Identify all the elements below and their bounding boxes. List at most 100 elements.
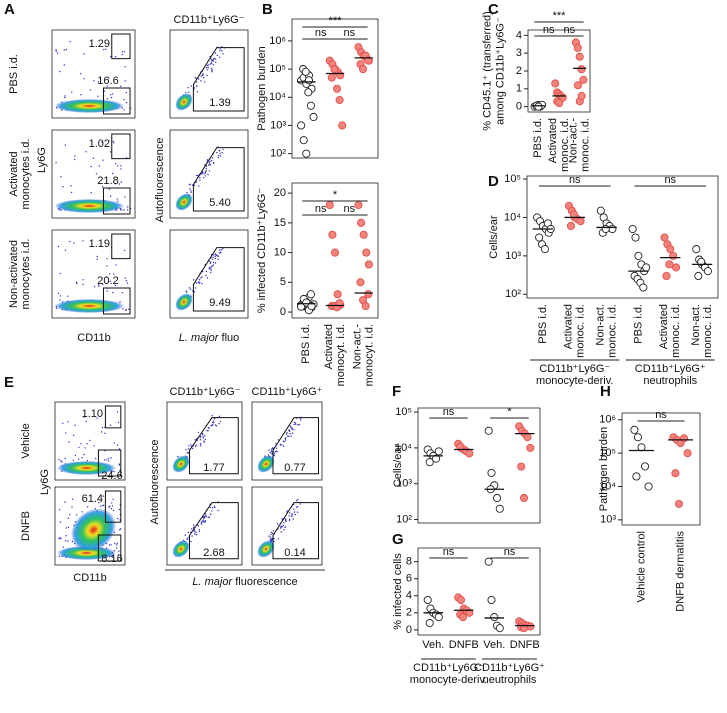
flow-event bbox=[123, 209, 125, 211]
flow-event bbox=[112, 140, 114, 143]
flow-event bbox=[214, 58, 217, 60]
flow-event bbox=[273, 537, 275, 540]
flow-event bbox=[187, 87, 189, 89]
data-point bbox=[304, 88, 313, 97]
flow-event bbox=[109, 280, 112, 283]
row-label: Non-activated bbox=[8, 240, 20, 308]
gate bbox=[192, 147, 245, 212]
flow-event bbox=[201, 282, 203, 285]
flow-event bbox=[202, 437, 204, 439]
flow-event bbox=[198, 185, 200, 187]
flow-event bbox=[285, 433, 288, 435]
flow-event bbox=[280, 525, 282, 528]
flow-event bbox=[204, 435, 206, 437]
flow-event bbox=[90, 192, 92, 194]
plot-frame bbox=[291, 18, 379, 159]
density bbox=[257, 540, 275, 558]
flow-event bbox=[218, 150, 221, 152]
flow-event bbox=[193, 87, 196, 89]
flow-event bbox=[69, 514, 71, 516]
flow-event bbox=[121, 51, 124, 53]
flow-plot bbox=[51, 129, 136, 219]
flow-event bbox=[118, 508, 121, 511]
y-tick-label: 10 bbox=[274, 246, 286, 258]
y-tick-label: 10⁴ bbox=[395, 442, 412, 454]
flow-event bbox=[59, 299, 61, 301]
flow-event bbox=[112, 291, 114, 294]
flow-event bbox=[200, 80, 202, 82]
flow-event bbox=[113, 142, 115, 144]
flow-event bbox=[197, 525, 200, 527]
data-point bbox=[644, 482, 653, 491]
flow-event bbox=[207, 173, 209, 176]
flow-event bbox=[186, 537, 189, 539]
flow-event bbox=[200, 435, 202, 437]
data-point bbox=[332, 84, 342, 93]
flow-event bbox=[177, 455, 179, 458]
group-label: CD11b⁺Ly6G⁺ bbox=[635, 363, 706, 375]
flow-event bbox=[213, 420, 215, 422]
flow-event bbox=[110, 96, 113, 99]
flow-event bbox=[185, 91, 187, 94]
flow-event bbox=[212, 60, 215, 62]
flow-event bbox=[270, 533, 272, 536]
flow-event bbox=[59, 295, 62, 297]
plot-frame bbox=[526, 175, 719, 299]
flow-event bbox=[110, 457, 112, 459]
data-point bbox=[330, 65, 339, 74]
data-point bbox=[364, 56, 373, 65]
data-point bbox=[660, 233, 669, 242]
y-tick-label: 10² bbox=[505, 288, 521, 300]
flow-event bbox=[193, 184, 196, 187]
flow-event bbox=[291, 515, 293, 518]
flow-event bbox=[74, 158, 76, 161]
flow-event bbox=[189, 188, 191, 190]
significance-label: ns bbox=[315, 203, 327, 215]
flow-event bbox=[108, 188, 111, 190]
y-tick-label: 5 bbox=[280, 276, 286, 288]
plot-frame bbox=[291, 182, 379, 319]
flow-event bbox=[120, 165, 122, 167]
flow-event bbox=[269, 538, 271, 540]
plot-frame bbox=[417, 547, 541, 636]
flow-event bbox=[215, 61, 217, 64]
data-point bbox=[519, 624, 529, 633]
flow-event bbox=[120, 85, 122, 87]
flow-event bbox=[124, 66, 126, 68]
gate bbox=[104, 490, 122, 523]
flow-event bbox=[295, 506, 298, 508]
x-tick-label: monocyt. i.d. bbox=[364, 324, 376, 386]
flow-event bbox=[111, 502, 113, 504]
flow-event bbox=[113, 442, 115, 444]
flow-event bbox=[56, 52, 59, 54]
flow-event bbox=[209, 262, 212, 264]
axis-label: CD11b bbox=[73, 572, 106, 584]
y-tick-label: 0 bbox=[516, 101, 522, 113]
axis-label: CD11b bbox=[77, 332, 110, 344]
flow-event bbox=[214, 253, 217, 255]
data-point bbox=[364, 290, 373, 299]
flow-event bbox=[128, 308, 130, 310]
flow-event bbox=[300, 419, 302, 421]
flow-event bbox=[203, 517, 205, 519]
flow-event bbox=[184, 534, 186, 536]
gate bbox=[189, 502, 239, 560]
flow-event bbox=[60, 176, 62, 178]
flow-event bbox=[98, 502, 100, 504]
y-tick-label: 10⁴ bbox=[269, 91, 286, 103]
flow-event bbox=[110, 94, 112, 96]
data-point bbox=[573, 81, 582, 90]
y-tick-label: 10⁶ bbox=[599, 414, 616, 426]
flow-event bbox=[211, 157, 214, 159]
flow-event bbox=[187, 448, 189, 450]
data-point bbox=[671, 469, 680, 478]
flow-event bbox=[117, 200, 119, 202]
flow-event bbox=[80, 443, 82, 445]
flow-event bbox=[289, 432, 291, 435]
flow-event bbox=[198, 279, 201, 281]
significance-label: * bbox=[333, 189, 338, 201]
flow-event bbox=[185, 449, 187, 451]
flow-event bbox=[272, 447, 274, 449]
data-point bbox=[566, 221, 576, 231]
flow-event bbox=[289, 512, 291, 514]
